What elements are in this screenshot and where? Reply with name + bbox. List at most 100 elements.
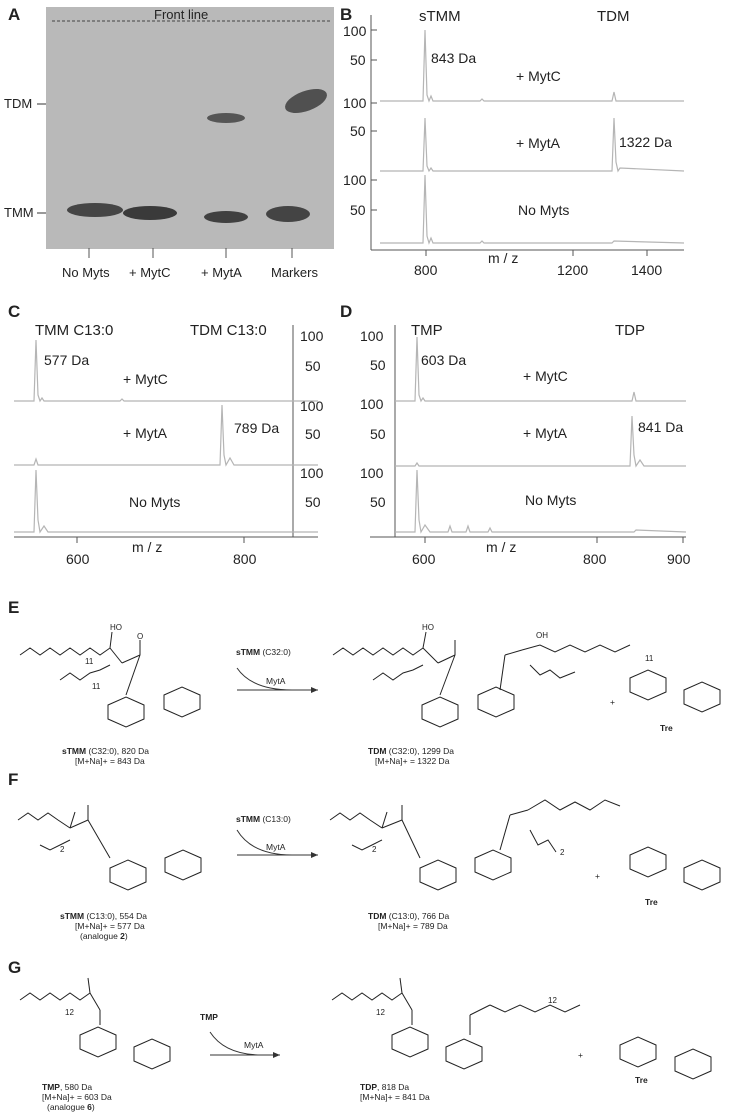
chain-e3 — [332, 647, 424, 656]
sugar-ring — [419, 859, 457, 891]
sugar-ring — [391, 1026, 429, 1058]
tmm-y-label: TMM — [4, 205, 34, 220]
chem-label: 12 — [65, 1008, 74, 1017]
bond-g — [89, 992, 101, 1011]
chem-label: 12 — [376, 1008, 385, 1017]
x-axis-label: m / z — [488, 250, 519, 266]
chain-f6 — [529, 829, 557, 853]
product-mass-g: [M+Na]+ = 841 Da — [360, 1092, 430, 1102]
peak-title: sTMM — [419, 8, 461, 25]
annotation: 843 Da — [431, 50, 477, 66]
sugar-ring — [477, 686, 515, 718]
tre-label-g: Tre — [635, 1075, 648, 1085]
trace-b-myta — [380, 117, 685, 173]
tlc-spot-tmm-4 — [266, 206, 310, 222]
condition-label: + MytA — [516, 135, 560, 151]
condition-label: + MytC — [516, 68, 561, 84]
condition-label: + MytA — [123, 425, 167, 441]
tre-label-e: Tre — [660, 723, 673, 733]
trace-c-nomyts — [14, 469, 318, 534]
substrate-caption-g: TMP, 580 Da — [42, 1082, 93, 1092]
condition-label: No Myts — [129, 494, 181, 510]
peak-title: TDM — [597, 8, 630, 25]
chain-g1 — [19, 992, 91, 1001]
sugar-ring — [107, 696, 145, 728]
condition-label: No Myts — [525, 492, 577, 508]
lane-label: + MytA — [201, 265, 242, 280]
bond-f — [87, 819, 111, 859]
y-tick-label: 50 — [305, 358, 321, 374]
annotation: 841 Da — [638, 419, 684, 435]
plus-sign: + — [578, 1050, 583, 1060]
plus-sign: + — [610, 697, 615, 707]
tlc-spot-tmm-1 — [67, 203, 123, 217]
bond-g — [87, 977, 91, 994]
y-tick-label: 100 — [343, 23, 367, 39]
sugar-ring — [79, 1026, 117, 1058]
bond-f — [499, 814, 511, 851]
tre-label-f: Tre — [645, 897, 658, 907]
trace-b-nomyts — [380, 174, 685, 245]
chain-f3 — [329, 812, 383, 829]
panel-e-label: E — [8, 598, 20, 617]
bond-e — [439, 654, 456, 696]
reagent-label-e: sTMM (C32:0) — [236, 647, 291, 657]
substrate-caption-f: sTMM (C13:0), 554 Da — [60, 911, 147, 921]
substrate-analogue-g: (analogue 6) — [47, 1102, 95, 1112]
product-mass-f: [M+Na]+ = 789 Da — [378, 921, 448, 931]
x-axis-label: m / z — [486, 539, 517, 555]
chain-f2 — [39, 839, 71, 851]
x-tick-label: 900 — [667, 551, 691, 567]
chain-g2 — [331, 992, 403, 1001]
substrate-mass-g: [M+Na]+ = 603 Da — [42, 1092, 112, 1102]
bond-g — [401, 992, 413, 1011]
lane-label: No Myts — [62, 265, 110, 280]
trace-c-myta — [14, 404, 318, 467]
y-tick-label: 50 — [370, 426, 386, 442]
tlc-spot-tmm-2 — [123, 206, 177, 220]
chem-label: HO — [422, 623, 434, 632]
bond-e — [125, 654, 141, 696]
sugar-ring — [629, 669, 667, 701]
panel-f-label: F — [8, 770, 19, 789]
chem-label: 11 — [92, 682, 101, 691]
chain-e2 — [59, 664, 111, 681]
product-caption-g: TDP, 818 Da — [360, 1082, 410, 1092]
tlc-spot-tdm-2 — [285, 88, 327, 114]
trace-b-mytc — [380, 29, 684, 103]
product-caption-e: TDM (C32:0), 1299 Da — [368, 746, 454, 756]
chem-label: OH — [536, 631, 548, 640]
y-tick-label: 100 — [360, 396, 384, 412]
sugar-ring — [674, 1048, 712, 1080]
enzyme-label-g: MytA — [244, 1040, 264, 1050]
condition-label: + MytC — [123, 371, 168, 387]
product-caption-f: TDM (C13:0), 766 Da — [368, 911, 450, 921]
trace-d-mytc — [395, 336, 686, 403]
annotation: 1322 Da — [619, 134, 672, 150]
x-tick-label: 1200 — [557, 262, 589, 278]
x-tick-label: 1400 — [631, 262, 663, 278]
x-tick-label: 800 — [414, 262, 438, 278]
chem-label: 12 — [548, 996, 557, 1005]
x-tick-label: 600 — [412, 551, 436, 567]
y-tick-label: 100 — [360, 465, 384, 481]
chain-f5 — [527, 799, 621, 811]
sugar-ring — [163, 686, 201, 718]
sugar-ring — [109, 859, 147, 891]
peak-title: TMM C13:0 — [35, 322, 114, 339]
x-axis-label: m / z — [132, 539, 163, 555]
chem-label: O — [137, 632, 144, 641]
y-tick-label: 50 — [305, 426, 321, 442]
y-tick-label: 100 — [300, 465, 324, 481]
sugar-ring — [629, 846, 667, 878]
chem-label: 2 — [60, 845, 65, 854]
panel-a-label: A — [8, 5, 21, 24]
tdm-y-label: TDM — [4, 96, 33, 111]
y-tick-label: 100 — [343, 95, 367, 111]
chain-g3 — [489, 1004, 581, 1013]
y-tick-label: 50 — [350, 123, 366, 139]
enzyme-label-e: MytA — [266, 676, 286, 686]
